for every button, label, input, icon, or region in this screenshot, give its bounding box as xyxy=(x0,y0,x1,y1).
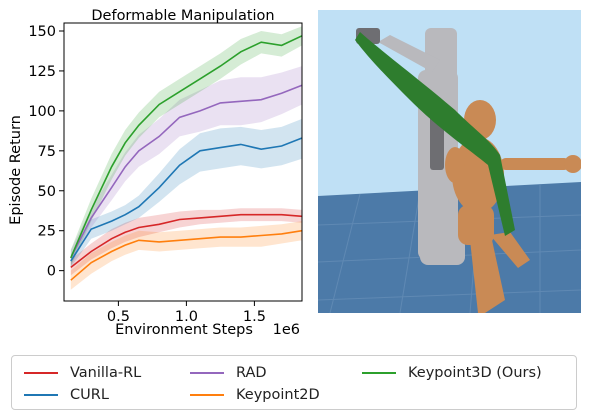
x-tick-label: 1.0 xyxy=(175,309,198,325)
legend-label: Keypoint3D (Ours) xyxy=(408,365,542,381)
chart-title: Deformable Manipulation xyxy=(91,8,274,24)
legend-swatch xyxy=(190,372,224,374)
legend-swatch xyxy=(190,394,224,396)
band-keypoint3d-ours xyxy=(70,26,302,266)
band-keypoint2d xyxy=(70,221,302,290)
plot-frame xyxy=(63,22,303,302)
series-line-keypoint2d xyxy=(70,229,303,281)
y-tick-label: 50 xyxy=(38,184,56,200)
scarf-cloth xyxy=(355,32,515,236)
y-tick-label: 150 xyxy=(28,24,56,40)
legend-item-curl: CURL xyxy=(24,385,109,405)
x-axis-multiplier: 1e6 xyxy=(273,322,300,338)
legend-swatch xyxy=(24,394,58,396)
plot-area: 0 25 50 75 100 125 150 0.5 1.0 1.5 xyxy=(28,24,303,325)
band-vanilla-rl xyxy=(70,208,302,276)
legend-item-keypoint3d: Keypoint3D (Ours) xyxy=(362,363,542,383)
y-axis-label: Episode Return xyxy=(8,115,24,225)
legend-item-vanilla-rl: Vanilla-RL xyxy=(24,363,141,383)
x-tick-label: 0.5 xyxy=(107,309,130,325)
band-curl xyxy=(70,118,302,268)
y-tick-label: 25 xyxy=(38,224,56,240)
series-line-keypoint3d-ours xyxy=(70,35,303,259)
legend-label: CURL xyxy=(70,387,109,403)
legend: Vanilla-RL RAD Keypoint3D (Ours) CURL Ke… xyxy=(11,355,577,410)
legend-label: RAD xyxy=(236,365,267,381)
series-line-curl xyxy=(70,137,303,262)
robot-arm xyxy=(356,28,465,265)
x-axis-label: Environment Steps xyxy=(115,322,253,338)
series-line-vanilla-rl xyxy=(70,213,303,269)
legend-item-keypoint2d: Keypoint2D xyxy=(190,385,320,405)
legend-swatch xyxy=(362,372,396,374)
legend-swatch xyxy=(24,372,58,374)
legend-label: Vanilla-RL xyxy=(70,365,142,381)
y-tick-label: 125 xyxy=(28,64,56,80)
band-rad xyxy=(70,66,302,266)
x-tick-label: 1.5 xyxy=(243,309,266,325)
legend-item-rad: RAD xyxy=(190,363,267,383)
y-tick-label: 100 xyxy=(28,104,56,120)
y-tick-label: 0 xyxy=(47,264,56,280)
series-line-rad xyxy=(70,84,303,259)
legend-label: Keypoint2D xyxy=(236,387,320,403)
y-tick-label: 75 xyxy=(38,144,56,160)
